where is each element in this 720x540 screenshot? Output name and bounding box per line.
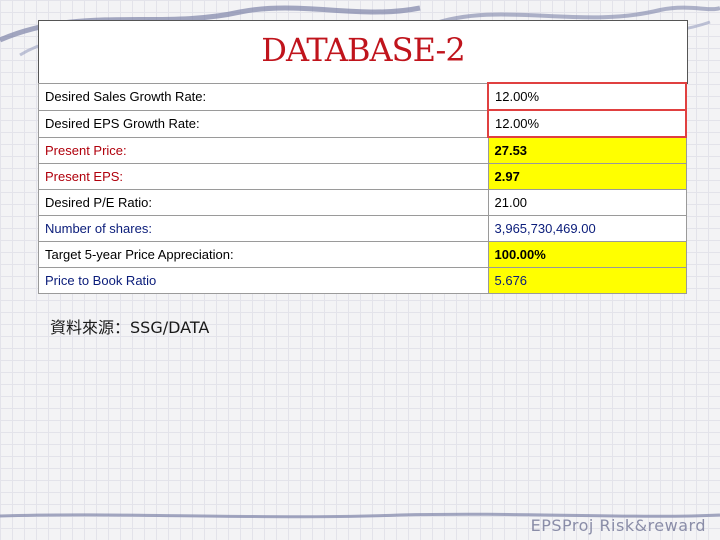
table-row: Desired P/E Ratio: 21.00 [38, 189, 687, 216]
table-row: Target 5-year Price Appreciation: 100.00… [38, 241, 687, 268]
source-note: 資料來源：SSG/DATA [50, 318, 210, 337]
row-value-sales-growth[interactable]: 12.00% [487, 82, 687, 111]
database-table: Desired Sales Growth Rate: 12.00% Desire… [38, 82, 687, 294]
row-value-shares[interactable]: 3,965,730,469.00 [487, 215, 687, 242]
row-label-sales-growth: Desired Sales Growth Rate: [38, 82, 489, 111]
row-label-present-price: Present Price: [38, 136, 489, 164]
row-value-present-eps[interactable]: 2.97 [487, 163, 687, 190]
row-label-present-eps: Present EPS: [38, 163, 489, 190]
row-label-pe-ratio: Desired P/E Ratio: [38, 189, 489, 216]
slide-title: DATABASE-2 [261, 31, 465, 69]
table-row: Present EPS: 2.97 [38, 163, 687, 190]
row-value-price-to-book[interactable]: 5.676 [487, 267, 687, 294]
table-row: Number of shares: 3,965,730,469.00 [38, 215, 687, 242]
row-label-price-to-book: Price to Book Ratio [38, 267, 489, 294]
table-row: Desired EPS Growth Rate: 12.00% [38, 109, 687, 138]
title-box: DATABASE-2 [38, 20, 688, 84]
decorative-bottom-rule [0, 512, 720, 519]
table-row: Present Price: 27.53 [38, 136, 687, 164]
row-value-present-price[interactable]: 27.53 [487, 136, 687, 164]
row-value-pe-ratio[interactable]: 21.00 [487, 189, 687, 216]
table-row: Price to Book Ratio 5.676 [38, 267, 687, 294]
row-label-shares: Number of shares: [38, 215, 489, 242]
table-row: Desired Sales Growth Rate: 12.00% [38, 82, 687, 111]
row-value-eps-growth[interactable]: 12.00% [487, 109, 687, 138]
row-label-price-appreciation: Target 5-year Price Appreciation: [38, 241, 489, 268]
footer-text: EPSProj Risk&reward [530, 516, 706, 535]
row-label-eps-growth: Desired EPS Growth Rate: [38, 109, 489, 138]
row-value-price-appreciation[interactable]: 100.00% [487, 241, 687, 268]
